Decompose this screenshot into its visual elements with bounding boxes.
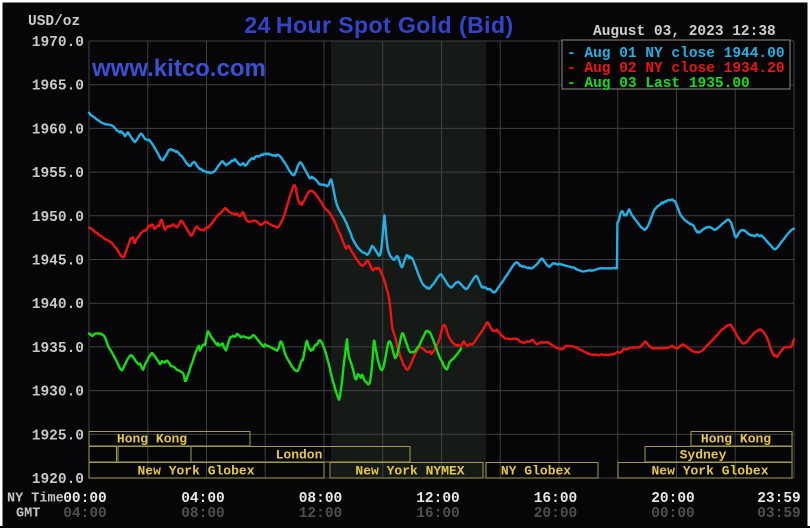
svg-text:NY Time: NY Time <box>7 492 64 507</box>
svg-text:12:00: 12:00 <box>299 506 343 522</box>
svg-text:04:00: 04:00 <box>63 506 107 522</box>
svg-text:23:59: 23:59 <box>757 491 801 507</box>
svg-text:Sydney: Sydney <box>680 448 727 463</box>
svg-text:New York Globex: New York Globex <box>651 464 768 479</box>
svg-text:NY Globex: NY Globex <box>501 464 571 479</box>
svg-text:1935.0: 1935.0 <box>32 341 84 357</box>
svg-text:1925.0: 1925.0 <box>32 428 84 444</box>
svg-text:12:00: 12:00 <box>416 491 460 507</box>
svg-text:New York NYMEX: New York NYMEX <box>355 464 464 479</box>
svg-text:- Aug 03 Last 1935.00: - Aug 03 Last 1935.00 <box>567 76 750 92</box>
svg-text:00:00: 00:00 <box>651 506 695 522</box>
svg-text:1970.0: 1970.0 <box>32 35 84 51</box>
svg-text:16:00: 16:00 <box>534 491 578 507</box>
svg-text:www.kitco.com: www.kitco.com <box>91 55 266 82</box>
svg-text:1920.0: 1920.0 <box>32 472 84 488</box>
svg-text:00:00: 00:00 <box>63 491 107 507</box>
svg-text:04:00: 04:00 <box>181 491 225 507</box>
svg-text:03:59: 03:59 <box>757 506 801 522</box>
svg-text:USD/oz: USD/oz <box>28 14 80 30</box>
svg-text:1955.0: 1955.0 <box>32 166 84 182</box>
svg-text:1965.0: 1965.0 <box>32 79 84 95</box>
svg-text:- Aug 02 NY close 1934.20: - Aug 02 NY close 1934.20 <box>567 61 785 77</box>
svg-text:GMT: GMT <box>16 507 40 522</box>
svg-text:August 03, 2023 12:38: August 03, 2023 12:38 <box>593 24 776 40</box>
svg-text:London: London <box>276 448 323 463</box>
svg-text:20:00: 20:00 <box>651 491 695 507</box>
svg-text:1945.0: 1945.0 <box>32 254 84 270</box>
svg-text:New York Globex: New York Globex <box>137 464 254 479</box>
svg-text:1950.0: 1950.0 <box>32 210 84 226</box>
svg-text:1930.0: 1930.0 <box>32 385 84 401</box>
svg-text:- Aug 01 NY close 1944.00: - Aug 01 NY close 1944.00 <box>567 46 785 62</box>
svg-text:08:00: 08:00 <box>299 491 343 507</box>
svg-text:1940.0: 1940.0 <box>32 297 84 313</box>
svg-text:1960.0: 1960.0 <box>32 122 84 138</box>
svg-text:20:00: 20:00 <box>534 506 578 522</box>
svg-text:16:00: 16:00 <box>416 506 460 522</box>
svg-text:Hong Kong: Hong Kong <box>701 432 771 447</box>
svg-text:24 Hour Spot Gold (Bid): 24 Hour Spot Gold (Bid) <box>244 12 513 38</box>
svg-text:08:00: 08:00 <box>181 506 225 522</box>
svg-text:Hong Kong: Hong Kong <box>117 432 187 447</box>
